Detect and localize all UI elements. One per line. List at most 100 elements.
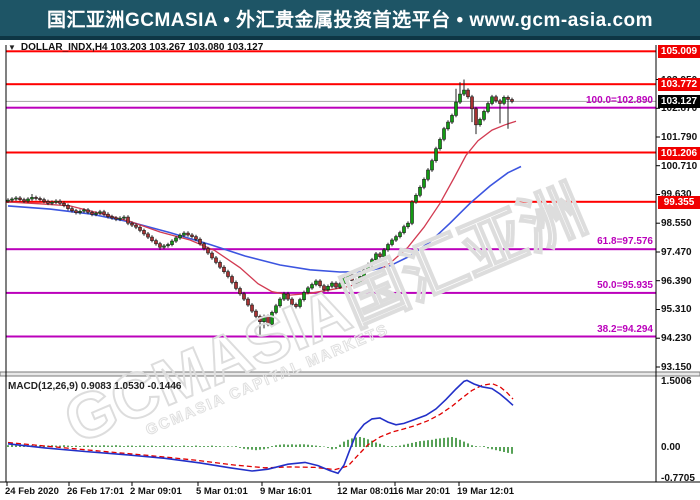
candle-body [258,316,262,322]
candle-body [362,269,366,277]
chart-symbol-header: ▼ DOLLAR_INDX,H4 103.203 103.267 103.080… [8,42,263,53]
price-tick-label: 96.390 [661,276,692,287]
candle-body [98,211,102,214]
candle-body [18,197,22,200]
time-tick-label[interactable]: 9 Mar 16:01 [260,486,312,497]
candle-body [282,293,286,300]
candle-body [470,96,474,110]
candle-body [238,288,242,295]
chevron-down-icon[interactable]: ▼ [8,43,16,52]
candle-body [370,259,374,265]
candle-body [38,198,42,200]
price-tick-label: 100.710 [661,161,698,172]
candle-body [334,282,338,288]
candle-body [354,280,358,284]
candle-body [290,298,294,305]
candle-body [462,89,466,95]
candle-body [54,200,58,203]
candle-body [306,287,310,293]
ma-fast-line [7,120,517,296]
symbol-ohlc-text: DOLLAR_INDX,H4 103.203 103.267 103.080 1… [20,42,264,53]
candle-body [426,169,430,180]
candle-body [174,237,178,242]
candle-body [210,252,214,259]
panel-separator[interactable] [0,371,700,377]
candle-body [254,310,258,317]
hline-fib [6,248,656,251]
time-tick-label[interactable]: 5 Mar 01:01 [196,486,248,497]
candle-body [270,312,274,325]
time-tick-label[interactable]: 12 Mar 08:01 [337,486,395,497]
price-alert-badge: 105.009 [658,45,700,58]
candle-body [122,216,126,219]
candle-body [158,243,162,248]
candle-body [82,209,86,212]
candle-body [226,271,230,277]
candle-body [26,198,30,202]
time-tick-label[interactable]: 26 Feb 17:01 [67,486,125,497]
candle-body [350,274,354,281]
price-tick-label: 97.470 [661,247,692,258]
candle-body [102,211,106,215]
price-alert-badge: 103.772 [658,78,700,91]
candle-body [310,284,314,289]
candle-body [230,276,234,283]
candle-body [346,274,350,279]
price-tick-label: 95.310 [661,304,692,315]
bid-line [6,100,656,102]
candle-body [126,216,130,224]
time-tick-label[interactable]: 2 Mar 09:01 [130,486,182,497]
candle-body [250,304,254,312]
candle-body [146,233,150,238]
candle-body [386,244,390,251]
candle-body [418,187,422,196]
candle-body [302,292,306,300]
candle-body [194,236,198,240]
candle-body [162,245,166,248]
candle-body [90,212,94,215]
candle-body [330,282,334,287]
candle-body [390,239,394,245]
hline-red [6,151,656,154]
candle-body [438,139,442,150]
candle-body [502,96,506,104]
macd-axis-top: 1.5006 [661,376,692,387]
candle-body [482,111,486,120]
price-tick-label: 102.870 [661,103,698,114]
candle-body [466,89,470,98]
price-chart-canvas[interactable] [0,40,700,500]
candle-body [294,304,298,307]
candle-body [378,253,382,257]
candle-body [490,96,494,104]
candle-body [46,201,50,204]
candle-body [206,248,210,254]
candle-body [218,262,222,268]
candle-body [442,128,446,140]
candle-body [498,100,502,104]
hline-red [6,83,656,86]
time-tick-label[interactable]: 19 Mar 12:01 [457,486,515,497]
candle-body [450,115,454,123]
candle-body [154,240,158,245]
candle-body [358,276,362,284]
candle-body [406,222,410,227]
hline-fib [6,335,656,338]
candle-body [506,96,510,100]
candle-body [374,253,378,261]
candle-body [430,160,434,171]
chart-window[interactable]: GCMASIA国汇亚洲 GCMASIA CAPITAL MARKETS ▼ DO… [0,40,700,500]
candle-body [50,201,54,204]
candle-body [14,197,18,200]
time-tick-label[interactable]: 16 Mar 20:01 [393,486,451,497]
candle-body [222,266,226,272]
candle-body [322,285,326,291]
candle-body [134,224,138,228]
candle-body [138,226,142,231]
candle-body [342,277,346,285]
candle-body [510,99,514,102]
candle-body [422,179,426,188]
promo-banner-text: 国汇亚洲GCMASIA • 外汇贵金属投资首选平台 • www.gcm-asia… [46,9,654,31]
time-tick-label[interactable]: 24 Feb 2020 [5,486,59,497]
candle-body [6,199,10,202]
price-tick-label: 93.150 [661,362,692,373]
